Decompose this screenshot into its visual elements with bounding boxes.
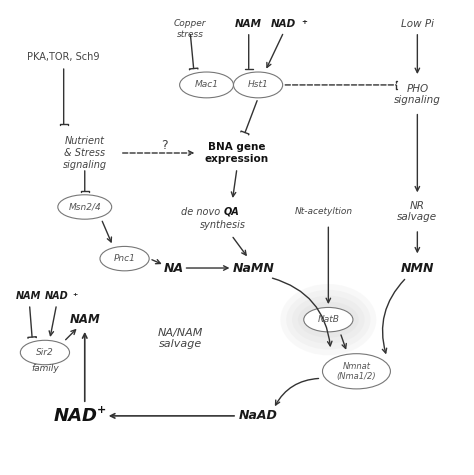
Ellipse shape <box>286 290 371 350</box>
Text: NaMN: NaMN <box>232 262 274 275</box>
Text: NA/NAM
salvage: NA/NAM salvage <box>158 328 203 349</box>
Text: NR
salvage: NR salvage <box>397 201 438 222</box>
Text: NMN: NMN <box>401 262 434 275</box>
Text: NAM: NAM <box>235 19 262 29</box>
Text: NaAD: NaAD <box>238 409 277 422</box>
Text: Sir2: Sir2 <box>36 348 54 357</box>
Text: NatB: NatB <box>318 315 339 324</box>
Text: NAD: NAD <box>271 19 296 29</box>
Text: NAM: NAM <box>69 313 100 326</box>
Ellipse shape <box>304 307 353 332</box>
Text: family: family <box>31 363 59 372</box>
Text: ?: ? <box>161 140 168 152</box>
Text: PKA,TOR, Sch9: PKA,TOR, Sch9 <box>27 52 100 62</box>
Ellipse shape <box>58 195 112 219</box>
Ellipse shape <box>234 72 283 98</box>
Text: Nutrient
& Stress
signaling: Nutrient & Stress signaling <box>63 136 107 170</box>
Text: QA: QA <box>224 207 240 217</box>
Text: +: + <box>97 405 106 415</box>
Text: Copper
stress: Copper stress <box>174 19 206 38</box>
Text: Hst1: Hst1 <box>248 80 268 89</box>
Text: PHO
signaling: PHO signaling <box>394 84 441 105</box>
Text: NAD: NAD <box>54 407 97 425</box>
Ellipse shape <box>20 340 70 365</box>
Text: de novo: de novo <box>181 207 223 217</box>
Ellipse shape <box>292 296 365 343</box>
Text: BNA gene
expression: BNA gene expression <box>205 142 269 164</box>
Ellipse shape <box>322 354 391 389</box>
Ellipse shape <box>280 284 376 355</box>
Text: NAM: NAM <box>16 291 41 301</box>
Text: +: + <box>301 19 307 25</box>
Text: NAD: NAD <box>45 291 69 301</box>
Ellipse shape <box>298 302 359 338</box>
Text: +: + <box>72 292 77 297</box>
Text: Nmnat
(Nma1/2): Nmnat (Nma1/2) <box>337 361 376 381</box>
Ellipse shape <box>100 247 149 271</box>
Text: synthesis: synthesis <box>200 220 246 230</box>
Text: Mac1: Mac1 <box>194 80 219 89</box>
Ellipse shape <box>180 72 234 98</box>
Text: Msn2/4: Msn2/4 <box>68 202 101 211</box>
Text: Nt-acetyltion: Nt-acetyltion <box>295 207 353 216</box>
Text: Pnc1: Pnc1 <box>114 254 136 263</box>
Text: Low Pi: Low Pi <box>401 19 434 29</box>
Text: NA: NA <box>164 262 184 275</box>
